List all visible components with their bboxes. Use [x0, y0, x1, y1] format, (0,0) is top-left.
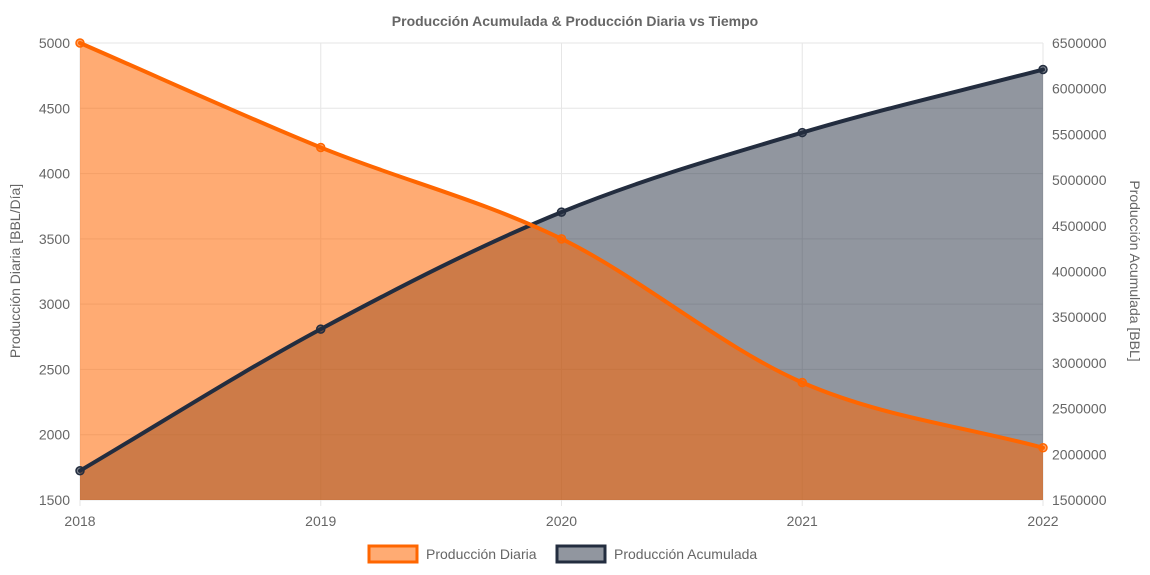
- point-produccion-acumulada: [1038, 64, 1048, 75]
- y-right-tick-label: 2500000: [1052, 401, 1107, 417]
- point-produccion-acumulada: [797, 127, 807, 138]
- legend: Producción Diaria Producción Acumulada: [367, 544, 757, 564]
- legend-item-produccion-diaria[interactable]: Producción Diaria: [367, 544, 537, 564]
- y-left-tick-label: 3000: [39, 296, 70, 312]
- x-tick-label: 2018: [64, 513, 95, 529]
- point-produccion-acumulada: [316, 324, 326, 334]
- left-axis-title: Producción Diaria [BBL/Día]: [7, 184, 23, 358]
- y-left-tick-label: 5000: [39, 35, 70, 51]
- y-left-tick-label: 2500: [39, 361, 70, 377]
- chart-title: Producción Acumulada & Producción Diaria…: [392, 13, 758, 29]
- point-produccion-diaria: [797, 377, 807, 388]
- y-left-tick-label: 2000: [39, 427, 70, 443]
- point-produccion-diaria: [316, 142, 326, 153]
- x-tick-label: 2019: [305, 513, 336, 529]
- point-produccion-diaria: [556, 234, 567, 244]
- legend-label-produccion-acumulada: Producción Acumulada: [614, 546, 757, 562]
- y-left-tick-label: 1500: [39, 492, 70, 508]
- y-right-tick-label: 5000000: [1052, 172, 1107, 188]
- y-right-tick-label: 4500000: [1052, 218, 1107, 234]
- y-right-tick-label: 1500000: [1052, 492, 1107, 508]
- legend-item-produccion-acumulada[interactable]: Producción Acumulada: [555, 544, 757, 564]
- right-axis-title: Producción Acumulada [BBL]: [1127, 180, 1143, 361]
- legend-label-produccion-diaria: Producción Diaria: [426, 546, 537, 562]
- point-produccion-acumulada: [556, 207, 567, 217]
- y-right-tick-label: 6500000: [1052, 35, 1107, 51]
- y-right-tick-label: 4000000: [1052, 264, 1107, 280]
- x-tick-label: 2022: [1027, 513, 1058, 529]
- tick-layer: 1500 2000 2500 3000 3500 4000 4500 5000 1500000 2…: [39, 35, 1107, 529]
- legend-swatch-produccion-acumulada: [555, 544, 607, 564]
- y-right-tick-label: 6000000: [1052, 81, 1107, 97]
- y-right-tick-label: 5500000: [1052, 126, 1107, 142]
- y-right-tick-label: 3000000: [1052, 355, 1107, 371]
- y-left-tick-label: 4500: [39, 100, 70, 116]
- point-layer: [75, 38, 1048, 476]
- y-right-tick-label: 2000000: [1052, 446, 1107, 462]
- y-left-tick-label: 3500: [39, 231, 70, 247]
- y-left-tick-label: 4000: [39, 166, 70, 182]
- x-tick-label: 2021: [787, 513, 818, 529]
- point-produccion-acumulada: [75, 466, 85, 476]
- point-produccion-diaria: [75, 38, 85, 48]
- legend-swatch-produccion-diaria: [367, 544, 419, 564]
- y-right-tick-label: 3500000: [1052, 309, 1107, 325]
- point-produccion-diaria: [1038, 443, 1048, 453]
- x-tick-label: 2020: [546, 513, 577, 529]
